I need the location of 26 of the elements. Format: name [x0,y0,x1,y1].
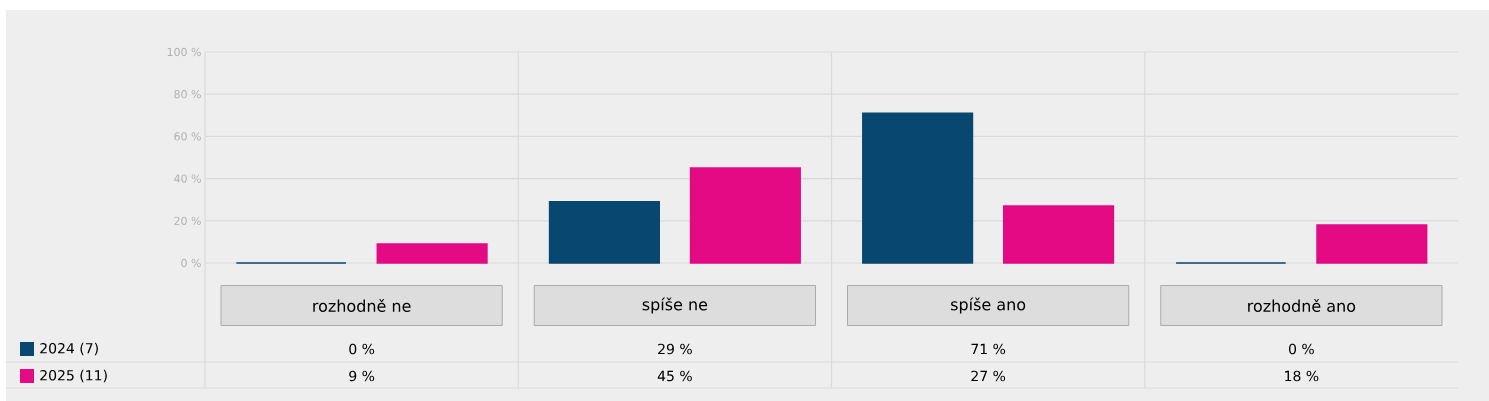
x-tick-label: spíše ne [642,297,708,314]
data-label: 71 % [971,343,1006,355]
bar [548,201,660,264]
bar [376,243,488,264]
data-label: 29 % [658,343,692,355]
y-tick-label: 20 % [174,216,201,225]
bar [1003,205,1115,264]
legend-label: 2025 (11) [40,369,107,383]
y-tick-label: 100 % [167,47,201,57]
x-tick-label: rozhodně ne [313,298,411,312]
bar [1316,224,1428,264]
data-label: 27 % [971,370,1006,382]
data-label: 0 % [349,343,375,355]
data-label: 18 % [1285,370,1319,382]
legend-label: 2024 (7) [40,342,98,356]
y-tick-label: 80 % [174,90,201,99]
y-tick-label: 40 % [174,174,201,183]
y-tick-label: 0 % [181,258,201,268]
y-tick-label: 60 % [174,132,201,141]
bar [689,167,801,264]
data-label: 9 % [349,370,375,382]
x-tick-label: rozhodně ano [1248,298,1356,312]
data-label: 45 % [657,370,692,382]
data-label: 0 % [1288,343,1314,355]
bar [862,112,974,264]
x-tick-label: spíše ano [951,297,1026,314]
